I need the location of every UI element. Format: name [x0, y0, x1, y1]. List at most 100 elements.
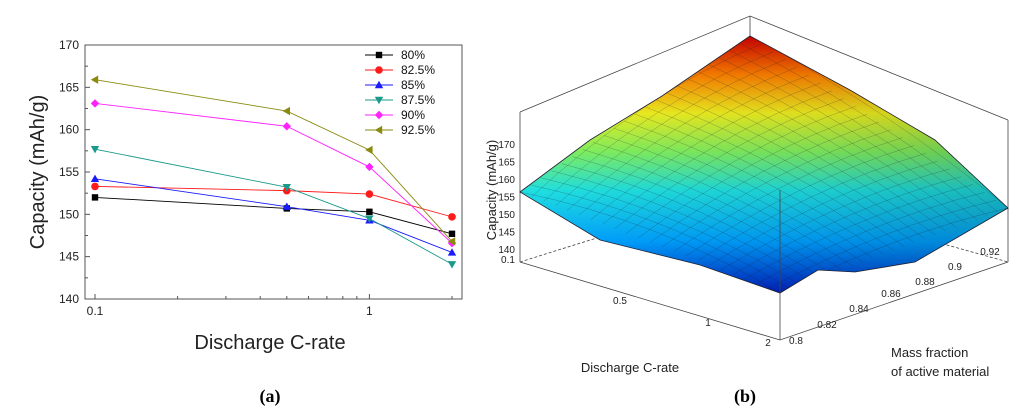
mesh-line: [567, 67, 797, 211]
legend-item: 92.5%: [365, 123, 435, 137]
panel-label-b: (b): [734, 386, 756, 407]
data-point: [90, 145, 100, 154]
mesh-line: [578, 74, 809, 216]
mesh-line: [756, 192, 985, 285]
mesh-line: [634, 113, 895, 251]
legend: 80%82.5%85%87.5%90%92.5%: [365, 48, 435, 137]
data-point: [365, 190, 374, 198]
legend-label: 80%: [401, 48, 425, 62]
mesh-line: [728, 49, 988, 216]
data-point: [282, 106, 290, 116]
mesh-line: [768, 199, 997, 289]
mesh-line: [697, 153, 926, 262]
y-tick-label: 0.82: [817, 320, 837, 331]
series-82.5%: [91, 182, 456, 221]
mesh-line: [572, 156, 832, 274]
mesh-line: [744, 184, 973, 280]
mesh-line: [676, 85, 936, 236]
mesh-line: [593, 142, 853, 267]
data-point: [90, 99, 100, 108]
legend-item: 87.5%: [365, 93, 435, 107]
y-tick-label: 155: [59, 165, 79, 179]
series-80%: [91, 194, 456, 238]
legend-item: 90%: [365, 108, 425, 122]
x-tick-label: 1: [705, 318, 711, 329]
panel-label-a: (a): [260, 386, 281, 407]
mesh-line: [603, 135, 864, 263]
y-tick-label: 170: [59, 38, 79, 52]
surface-x-axis-label: Discharge C-rate: [581, 360, 679, 375]
x-tick-label: 0.1: [87, 304, 104, 318]
mesh-line: [645, 106, 905, 247]
series-line: [94, 102, 453, 244]
series-line: [94, 79, 453, 242]
legend-marker: [375, 51, 383, 59]
data-point: [282, 122, 291, 131]
y-tick-label: 0.84: [849, 304, 869, 315]
surface-tick-labels: 140 145 150 155 160 165 170 0.1 0.5 1 2 0.8 0.82 0.84…: [498, 140, 1000, 349]
series-87.5%: [90, 145, 457, 269]
y-tick-label: 160: [59, 123, 79, 137]
legend-marker: [375, 66, 383, 74]
data-point: [365, 145, 373, 155]
mesh-line: [655, 99, 915, 243]
mesh-line: [708, 160, 938, 266]
mesh-line: [638, 113, 868, 239]
surface-mesh: [520, 36, 1008, 293]
y-tick-label: 0.9: [948, 262, 962, 273]
z-tick-label: 170: [498, 140, 515, 151]
data-point: [447, 237, 456, 246]
series-85%: [90, 174, 457, 256]
mesh-line: [661, 129, 891, 248]
mesh-line: [718, 57, 978, 220]
x-axis-label: Discharge C-rate: [194, 332, 345, 354]
y-tick-label: 0.92: [980, 247, 1000, 258]
x-tick-label: 1: [366, 304, 373, 318]
legend-marker: [374, 96, 384, 105]
legend-item: 85%: [365, 78, 425, 92]
legend-item: 80%: [365, 48, 425, 62]
legend-marker: [374, 110, 384, 120]
z-tick-label: 150: [498, 210, 515, 221]
surface-y-axis-label-line1: Mass fraction: [891, 345, 968, 360]
data-point: [282, 202, 291, 210]
data-point: [365, 162, 374, 172]
mesh-line: [624, 120, 884, 255]
data-point: [447, 248, 457, 256]
data-point: [365, 215, 374, 223]
series-line: [94, 185, 453, 218]
series-group: [90, 75, 457, 269]
z-tick-label: 160: [498, 175, 515, 186]
z-tick-label: 140: [498, 245, 515, 256]
mesh-line: [720, 168, 950, 271]
surface-y-axis-label-line2: of active material: [891, 364, 989, 379]
legend-label: 92.5%: [401, 123, 435, 137]
y-tick-label: 140: [59, 292, 79, 306]
mesh-line: [530, 184, 791, 290]
legend-label: 85%: [401, 78, 425, 92]
y-tick-label: 0.86: [881, 289, 901, 300]
mesh-line: [666, 92, 926, 240]
mesh-line: [540, 177, 801, 286]
y-axis-label: Capacity (mAh/g): [27, 95, 49, 250]
legend-label: 90%: [401, 108, 425, 122]
x-tick-label: 0.1: [501, 255, 515, 266]
legend-item: 82.5%: [365, 63, 435, 77]
mesh-line: [685, 145, 915, 257]
mesh-line: [687, 78, 946, 232]
legend-label: 82.5%: [401, 63, 435, 77]
series-92.5%: [90, 75, 456, 246]
x-tick-label: 2: [765, 338, 771, 349]
mesh-line: [749, 36, 1008, 209]
y-tick-label: 165: [59, 80, 79, 94]
legend-marker: [374, 125, 383, 135]
data-point: [366, 208, 373, 215]
data-point: [91, 194, 99, 201]
mesh-line: [732, 176, 962, 275]
mesh-line: [582, 149, 843, 271]
chart-b: 140 145 150 155 160 165 170 0.1 0.5 1 2 0.8 0.82 0.84…: [484, 15, 1009, 407]
surface-z-axis-label: Capacity (mAh/g): [484, 140, 499, 240]
series-line: [94, 196, 453, 235]
